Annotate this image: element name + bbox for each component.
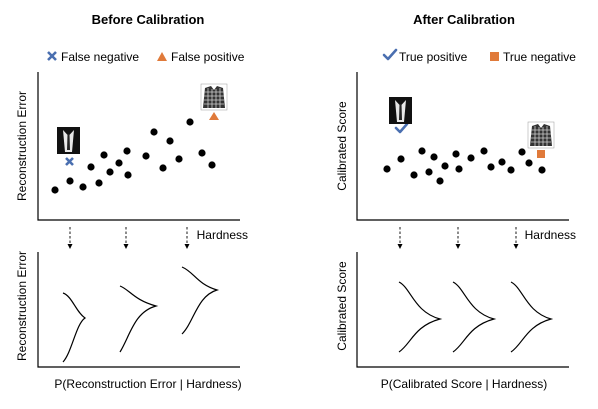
scatter-dot	[487, 163, 495, 171]
left-distribution-curve-2	[119, 285, 159, 353]
left-distribution-curve-3	[181, 266, 220, 335]
scatter-dot	[51, 186, 59, 194]
left-title: Before Calibration	[92, 12, 205, 27]
right-distribution-curve-2	[452, 281, 497, 353]
scatter-dot	[95, 179, 103, 187]
left-bottom-axes	[37, 252, 240, 368]
right-bottom-axes	[356, 252, 569, 368]
scatter-dot	[430, 153, 438, 161]
false-positive-marker	[209, 112, 219, 120]
right-distribution-curve-1	[398, 281, 443, 353]
left-legend: False negative False positive	[47, 50, 245, 64]
scatter-dot	[166, 137, 174, 145]
scatter-dot	[159, 164, 167, 172]
right-dashed-connectors	[397, 227, 519, 249]
false-negative-marker	[65, 157, 74, 166]
right-bottom-caption: P(Calibrated Score | Hardness)	[381, 377, 548, 391]
legend-false-negative: False negative	[61, 50, 139, 64]
right-legend: True positive True negative	[382, 48, 576, 64]
right-distribution-curve-3	[510, 281, 554, 353]
left-top-xlabel: Hardness	[197, 228, 248, 242]
legend-true-negative: True negative	[503, 50, 576, 64]
scatter-dot	[79, 183, 87, 191]
scatter-dot	[425, 168, 433, 176]
left-scatter	[51, 118, 216, 194]
scatter-dot	[452, 150, 460, 158]
left-panel: Before Calibration False negative False …	[15, 12, 248, 391]
left-top-ylabel: Reconstruction Error	[15, 91, 29, 201]
scatter-dot	[383, 165, 391, 173]
tie-shirt-thumbnail-right	[389, 97, 412, 124]
scatter-dot	[142, 152, 150, 160]
scatter-dot	[498, 158, 506, 166]
scatter-dot	[538, 166, 546, 174]
scatter-dot	[106, 168, 114, 176]
scatter-dot	[410, 171, 418, 179]
scatter-dot	[418, 147, 426, 155]
scatter-dot	[115, 159, 123, 167]
left-bottom-caption: P(Reconstruction Error | Hardness)	[54, 377, 241, 391]
scatter-dot	[455, 165, 463, 173]
right-scatter	[383, 147, 546, 185]
scatter-dot	[124, 171, 132, 179]
right-top-axes	[356, 72, 569, 221]
scatter-dot	[123, 147, 131, 155]
true-positive-marker	[394, 122, 409, 134]
right-bottom-ylabel: Calibrated Score	[335, 261, 349, 351]
x-mark-icon	[47, 51, 57, 61]
right-title: After Calibration	[413, 12, 515, 27]
scatter-dot	[441, 162, 449, 170]
left-top-axes	[37, 72, 240, 221]
scatter-dot	[397, 155, 405, 163]
left-bottom-ylabel: Reconstruction Error	[15, 251, 29, 361]
scatter-dot	[66, 177, 74, 185]
scatter-dot	[87, 163, 95, 171]
scatter-dot	[175, 155, 183, 163]
left-distribution-curve-1	[62, 292, 87, 363]
scatter-dot	[480, 147, 488, 155]
checkered-jacket-thumbnail-right	[527, 121, 555, 149]
triangle-icon	[157, 52, 167, 61]
right-top-xlabel: Hardness	[525, 228, 576, 242]
scatter-dot	[100, 151, 108, 159]
right-top-ylabel: Calibrated Score	[335, 101, 349, 191]
tie-shirt-thumbnail	[57, 127, 80, 154]
legend-false-positive: False positive	[171, 50, 245, 64]
scatter-dot	[525, 159, 533, 167]
scatter-dot	[436, 177, 444, 185]
checkered-jacket-thumbnail	[200, 83, 228, 111]
square-icon	[490, 52, 499, 61]
scatter-dot	[186, 118, 194, 126]
check-mark-icon	[382, 48, 398, 61]
legend-true-positive: True positive	[399, 50, 468, 64]
true-negative-marker	[537, 150, 545, 158]
left-dashed-connectors	[67, 227, 190, 249]
scatter-dot	[208, 161, 216, 169]
scatter-dot	[198, 149, 206, 157]
scatter-dot	[467, 154, 475, 162]
right-panel: After Calibration True positive True neg…	[335, 12, 576, 391]
scatter-dot	[518, 148, 526, 156]
scatter-dot	[150, 128, 158, 136]
scatter-dot	[507, 166, 515, 174]
